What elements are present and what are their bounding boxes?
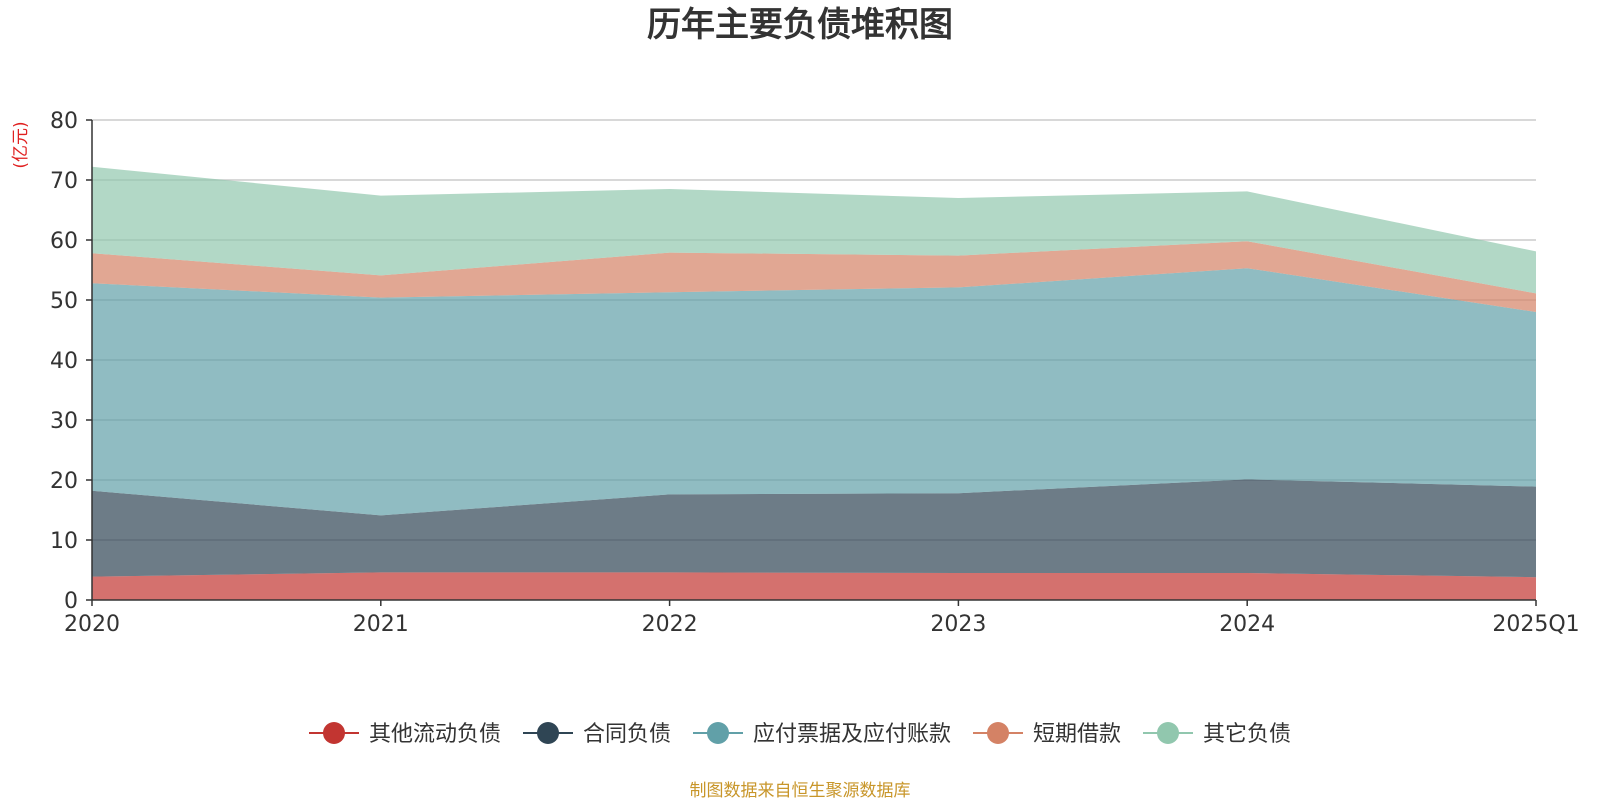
legend-item[interactable]: 其他流动负债: [309, 722, 501, 747]
legend-label: 合同负债: [583, 722, 671, 747]
y-tick-label: 20: [50, 469, 78, 494]
y-axis-ticks: 0 10 20 30 40 50 60 70 80: [50, 109, 92, 614]
legend-item[interactable]: 短期借款: [973, 722, 1121, 747]
legend-label: 短期借款: [1033, 722, 1121, 747]
y-tick-label: 60: [50, 229, 78, 254]
x-tick-label: 2024: [1219, 612, 1275, 637]
legend-label: 其它负债: [1203, 722, 1291, 747]
legend-marker-icon: [707, 722, 729, 744]
series-area: [92, 241, 1536, 312]
legend: 其他流动负债 合同负债 应付票据及应付账款 短期借款 其它负债: [309, 722, 1291, 747]
legend-item[interactable]: 其它负债: [1143, 722, 1291, 747]
series-area: [92, 166, 1536, 294]
legend-marker-icon: [1157, 722, 1179, 744]
series-area: [92, 268, 1536, 516]
legend-marker-icon: [323, 722, 345, 744]
x-axis-ticks: 2020 2021 2022 2023 2024 2025Q1: [64, 600, 1580, 637]
y-tick-label: 80: [50, 109, 78, 134]
legend-item[interactable]: 应付票据及应付账款: [693, 722, 951, 747]
y-tick-label: 30: [50, 409, 78, 434]
series-area: [92, 572, 1536, 600]
y-tick-label: 40: [50, 349, 78, 374]
series-area: [92, 479, 1536, 578]
area-series-group: [92, 166, 1536, 600]
legend-item[interactable]: 合同负债: [523, 722, 671, 747]
legend-marker-icon: [987, 722, 1009, 744]
legend-marker-icon: [537, 722, 559, 744]
x-tick-label: 2021: [353, 612, 409, 637]
y-tick-label: 70: [50, 169, 78, 194]
x-tick-label: 2023: [930, 612, 986, 637]
y-tick-label: 10: [50, 529, 78, 554]
y-axis-unit-label: (亿元): [11, 121, 31, 168]
legend-label: 应付票据及应付账款: [753, 722, 951, 747]
source-note: 制图数据来自恒生聚源数据库: [690, 781, 911, 800]
x-tick-label: 2022: [642, 612, 698, 637]
x-tick-label: 2025Q1: [1492, 612, 1579, 637]
legend-label: 其他流动负债: [369, 722, 501, 747]
chart-title: 历年主要负债堆积图: [647, 5, 953, 45]
y-tick-label: 50: [50, 289, 78, 314]
x-tick-label: 2020: [64, 612, 120, 637]
y-tick-label: 0: [64, 589, 78, 614]
